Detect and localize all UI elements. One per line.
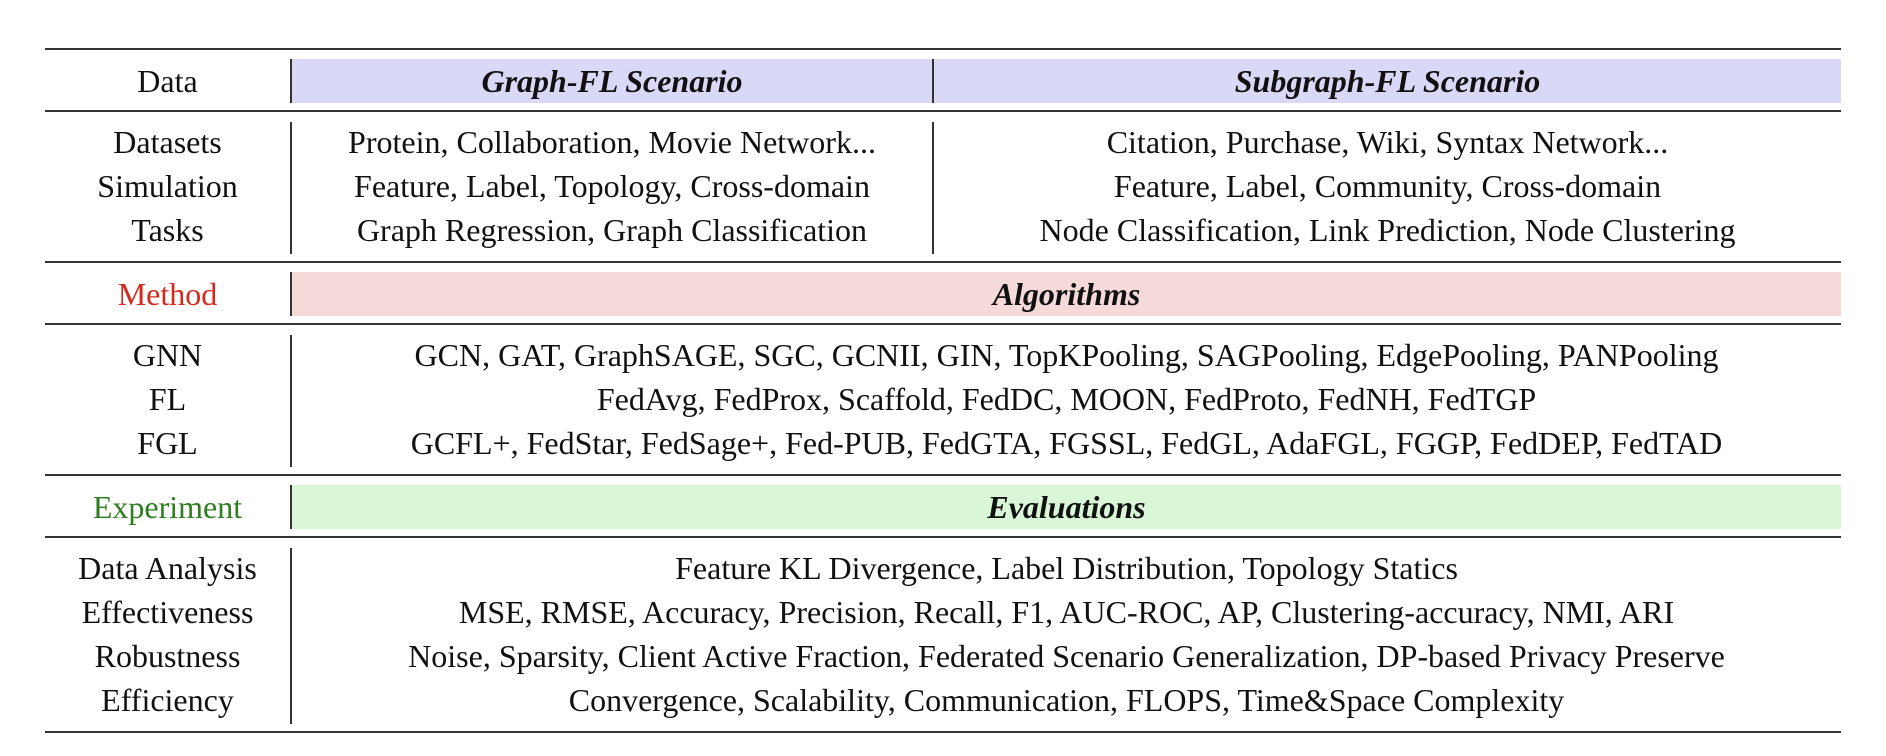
- method-header-divider: [290, 272, 292, 316]
- row-label-datasets: Datasets: [113, 124, 222, 160]
- data-left-divider: [290, 122, 292, 254]
- method-section-label: Method: [117, 276, 218, 312]
- graph-fl-datasets: Protein, Collaboration, Movie Network...: [348, 124, 876, 160]
- experiment-header-rule: [45, 536, 1841, 538]
- efficiency-metrics: Convergence, Scalability, Communication,…: [568, 682, 1565, 718]
- data-section-rule: [45, 261, 1841, 263]
- evaluations-header: Evaluations: [987, 489, 1146, 525]
- method-header-band: [292, 272, 1841, 316]
- method-header-rule: [45, 323, 1841, 325]
- experiment-header-band: [292, 485, 1841, 529]
- data-header-rule: [45, 110, 1841, 112]
- bottom-rule: [45, 731, 1841, 733]
- row-label-fgl: FGL: [137, 425, 198, 461]
- row-label-efficiency: Efficiency: [101, 682, 234, 718]
- effectiveness-metrics: MSE, RMSE, Accuracy, Precision, Recall, …: [458, 594, 1675, 630]
- row-label-data-analysis: Data Analysis: [78, 550, 257, 586]
- data-header-band: [292, 59, 1841, 103]
- top-rule: [45, 48, 1841, 50]
- graph-fl-header: Graph-FL Scenario: [481, 63, 743, 99]
- fgl-algorithms: GCFL+, FedStar, FedSage+, Fed-PUB, FedGT…: [410, 425, 1723, 461]
- row-label-robustness: Robustness: [94, 638, 241, 674]
- subgraph-fl-tasks: Node Classification, Link Prediction, No…: [1039, 212, 1736, 248]
- subgraph-fl-header: Subgraph-FL Scenario: [1234, 63, 1541, 99]
- gnn-models: GCN, GAT, GraphSAGE, SGC, GCNII, GIN, To…: [414, 337, 1719, 373]
- row-label-tasks: Tasks: [131, 212, 204, 248]
- header-left-divider: [290, 59, 292, 103]
- header-mid-divider: [932, 59, 934, 103]
- data-section-label: Data: [137, 63, 198, 99]
- subgraph-fl-datasets: Citation, Purchase, Wiki, Syntax Network…: [1106, 124, 1669, 160]
- data-mid-divider: [932, 122, 934, 254]
- data-analysis-metrics: Feature KL Divergence, Label Distributio…: [675, 550, 1458, 586]
- experiment-header-divider: [290, 485, 292, 529]
- row-label-gnn: GNN: [132, 337, 203, 373]
- algorithms-header: Algorithms: [992, 276, 1141, 312]
- experiment-left-divider: [290, 548, 292, 724]
- method-section-rule: [45, 474, 1841, 476]
- graph-fl-simulation: Feature, Label, Topology, Cross-domain: [354, 168, 870, 204]
- graph-fl-tasks: Graph Regression, Graph Classification: [356, 212, 868, 248]
- row-label-fl: FL: [148, 381, 187, 417]
- robustness-metrics: Noise, Sparsity, Client Active Fraction,…: [408, 638, 1725, 674]
- subgraph-fl-simulation: Feature, Label, Community, Cross-domain: [1113, 168, 1662, 204]
- row-label-simulation: Simulation: [97, 168, 238, 204]
- row-label-effectiveness: Effectiveness: [81, 594, 254, 630]
- fl-algorithms: FedAvg, FedProx, Scaffold, FedDC, MOON, …: [596, 381, 1537, 417]
- experiment-section-label: Experiment: [92, 489, 243, 525]
- method-left-divider: [290, 335, 292, 467]
